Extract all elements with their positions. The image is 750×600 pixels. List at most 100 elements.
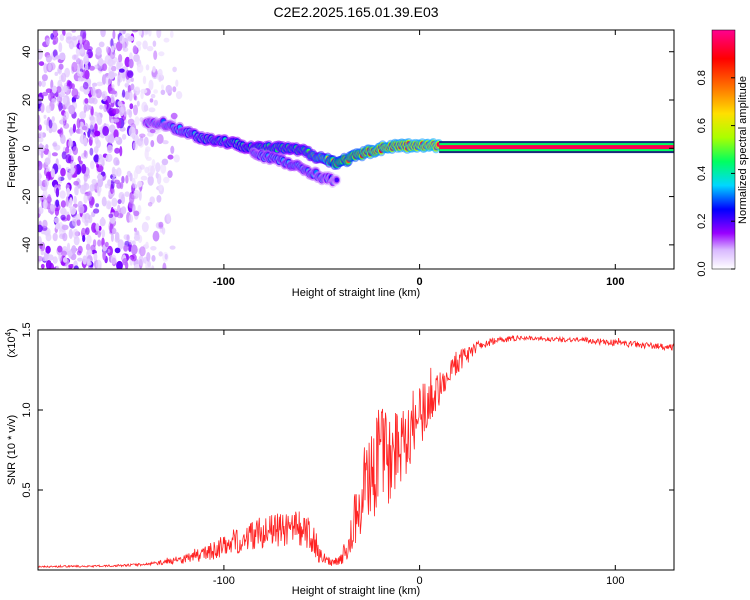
noise-speckle <box>70 161 74 170</box>
noise-speckle <box>105 46 110 54</box>
noise-speckle <box>79 111 87 120</box>
noise-speckle <box>100 30 106 38</box>
noise-speckle <box>57 175 61 184</box>
noise-speckle <box>105 200 112 210</box>
noise-speckle <box>52 256 58 264</box>
noise-speckle <box>61 250 67 257</box>
noise-speckle <box>97 239 102 247</box>
noise-speckle <box>116 41 123 52</box>
noise-speckle <box>38 160 43 171</box>
noise-speckle <box>98 154 102 159</box>
noise-speckle <box>80 48 86 57</box>
noise-speckle <box>41 91 49 97</box>
noise-speckle <box>142 75 147 85</box>
noise-speckle <box>113 129 119 140</box>
noise-speckle <box>83 104 87 113</box>
noise-speckle <box>106 144 113 154</box>
noise-speckle <box>69 197 73 206</box>
noise-speckle <box>141 221 149 233</box>
noise-speckle <box>134 86 140 91</box>
noise-speckle <box>38 255 44 262</box>
noise-speckle <box>48 63 52 72</box>
noise-speckle <box>89 147 94 156</box>
noise-speckle <box>77 155 82 162</box>
noise-speckle <box>38 172 42 180</box>
noise-speckle <box>147 260 151 268</box>
noise-speckle <box>124 191 130 197</box>
noise-speckle <box>147 175 154 186</box>
noise-speckle <box>91 222 97 233</box>
noise-speckle <box>57 164 62 170</box>
noise-speckle <box>65 84 70 96</box>
noise-speckle <box>42 199 48 210</box>
noise-speckle <box>96 163 99 168</box>
noise-speckle <box>38 124 42 131</box>
noise-speckle <box>145 146 151 153</box>
noise-speckle <box>38 206 44 215</box>
noise-speckle <box>110 90 117 95</box>
noise-speckle <box>113 118 120 123</box>
noise-speckle <box>44 178 49 188</box>
noise-speckle <box>84 69 90 80</box>
noise-speckle <box>84 219 89 227</box>
noise-speckle <box>79 36 83 45</box>
noise-speckle <box>87 190 92 202</box>
figure-title: C2E2.2025.165.01.39.E03 <box>273 4 438 20</box>
noise-speckle <box>38 179 43 187</box>
noise-speckle <box>117 61 124 68</box>
spectrogram-marks <box>38 30 674 269</box>
noise-speckle <box>103 104 108 113</box>
noise-speckle <box>133 234 141 241</box>
noise-speckle <box>82 234 86 243</box>
noise-speckle <box>128 58 134 69</box>
noise-speckle <box>52 232 58 242</box>
ridge-band-core <box>439 145 674 150</box>
noise-speckle <box>110 233 114 242</box>
noise-speckle <box>57 245 63 253</box>
noise-speckle <box>148 79 154 91</box>
colorbar-tick-label: 0.2 <box>696 214 708 229</box>
noise-speckle <box>116 182 122 189</box>
noise-speckle <box>155 172 159 179</box>
noise-speckle <box>152 230 160 242</box>
noise-speckle <box>114 147 120 154</box>
noise-speckle <box>114 136 119 142</box>
noise-speckle <box>39 243 43 250</box>
noise-speckle <box>110 94 115 104</box>
noise-speckle <box>70 83 75 90</box>
noise-speckle <box>158 75 162 83</box>
y-tick-label: -40 <box>21 237 33 253</box>
noise-speckle <box>133 210 140 217</box>
colorbar-tick-label: 0.0 <box>696 261 708 276</box>
noise-speckle <box>95 259 102 269</box>
ridge-core <box>334 177 339 183</box>
noise-speckle <box>151 159 156 168</box>
noise-speckle <box>73 195 77 205</box>
noise-speckle <box>117 204 121 213</box>
noise-speckle <box>110 119 114 124</box>
noise-speckle <box>96 81 104 87</box>
noise-speckle <box>60 200 66 208</box>
noise-speckle <box>51 152 58 157</box>
noise-speckle <box>150 246 157 251</box>
spectrogram-ticks: -100 0 100 -40 -20 0 20 40 <box>21 30 674 288</box>
noise-speckle <box>53 217 60 224</box>
noise-speckle <box>167 170 173 179</box>
noise-speckle <box>73 265 79 269</box>
noise-speckle <box>38 61 45 66</box>
noise-speckle <box>77 77 82 82</box>
noise-speckle <box>38 196 41 204</box>
noise-speckle <box>175 79 179 87</box>
noise-speckle <box>129 103 134 110</box>
noise-speckle <box>83 43 90 50</box>
noise-speckle <box>38 147 42 156</box>
noise-speckle <box>133 104 138 116</box>
noise-speckle <box>50 79 54 90</box>
noise-speckle <box>126 170 132 177</box>
noise-speckle <box>69 126 73 137</box>
noise-speckle <box>110 179 115 190</box>
noise-speckle <box>140 91 144 100</box>
noise-speckle <box>52 30 58 37</box>
noise-speckle <box>66 214 71 221</box>
noise-speckle <box>129 193 135 204</box>
